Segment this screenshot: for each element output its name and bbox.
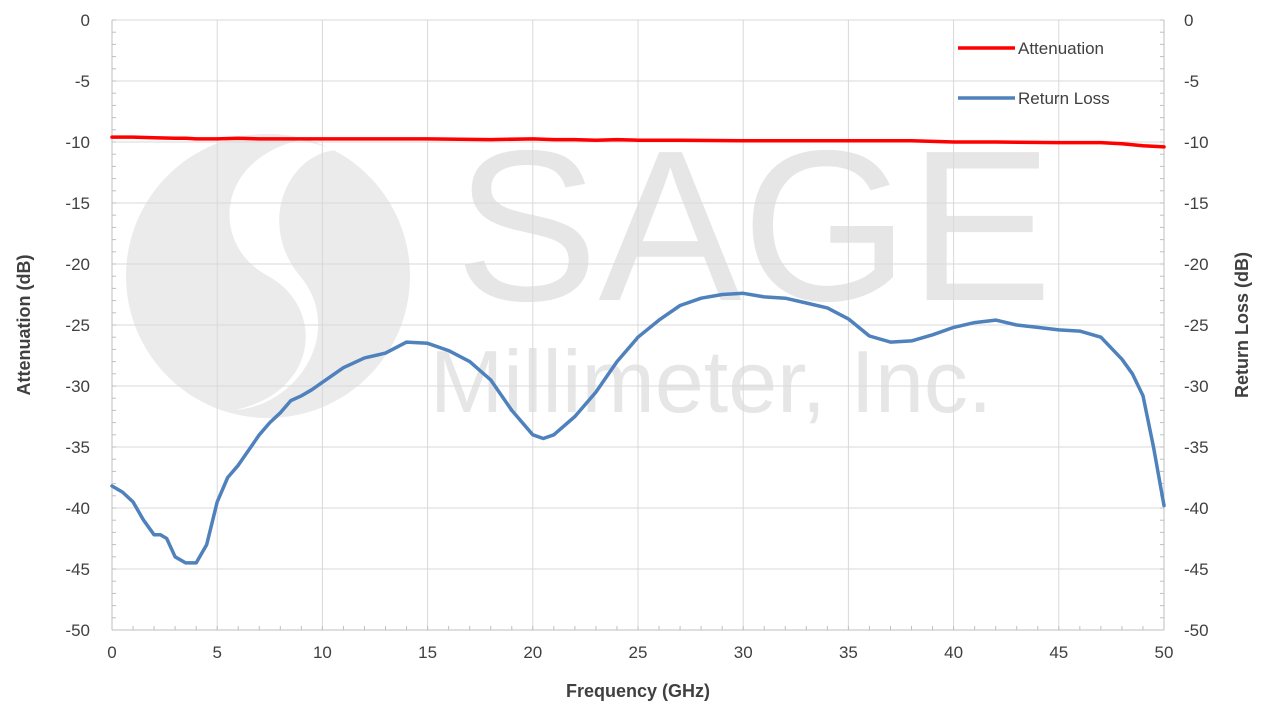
y-axis-title-right: Return Loss (dB) xyxy=(1232,252,1252,398)
x-tick-label: 35 xyxy=(839,643,858,662)
y-tick-label-right: -50 xyxy=(1184,621,1209,640)
y-tick-label-right: -15 xyxy=(1184,194,1209,213)
watermark-company-text: Millimeter, Inc. xyxy=(430,332,992,431)
axes: 0 5 10 15 20 25 30 35 40 45 50 0 0 -5 -5 -10 -10 -15 -15 -2… xyxy=(65,11,1208,662)
y-tick-label-left: -30 xyxy=(65,377,90,396)
series-line-attenuation xyxy=(110,135,1166,149)
x-tick-label: 40 xyxy=(944,643,963,662)
watermark-swirl xyxy=(229,140,340,410)
series-layer xyxy=(110,135,1166,565)
x-tick-label: 30 xyxy=(734,643,753,662)
y-tick-label-left: -45 xyxy=(65,560,90,579)
y-tick-label-left: 0 xyxy=(81,11,90,30)
x-tick-label: 25 xyxy=(629,643,648,662)
y-tick-label-right: -10 xyxy=(1184,133,1209,152)
y-tick-label-left: -50 xyxy=(65,621,90,640)
y-tick-label-left: -20 xyxy=(65,255,90,274)
y-tick-label-right: -20 xyxy=(1184,255,1209,274)
x-tick-label: 50 xyxy=(1155,643,1174,662)
x-tick-label: 20 xyxy=(523,643,542,662)
y-tick-label-left: -5 xyxy=(75,72,90,91)
x-axis-title: Frequency (GHz) xyxy=(566,681,710,701)
series-line-return-loss xyxy=(110,291,1166,565)
y-tick-label-left: -35 xyxy=(65,438,90,457)
x-tick-label: 15 xyxy=(418,643,437,662)
legend: Attenuation Return Loss xyxy=(958,39,1110,108)
y-tick-label-right: -40 xyxy=(1184,499,1209,518)
watermark-logo: SAGE Millimeter, Inc. xyxy=(126,105,1052,431)
x-tick-label: 45 xyxy=(1049,643,1068,662)
y-tick-label-left: -40 xyxy=(65,499,90,518)
y-tick-label-left: -25 xyxy=(65,316,90,335)
x-tick-label: 0 xyxy=(107,643,116,662)
y-tick-label-left: -10 xyxy=(65,133,90,152)
x-tick-label: 5 xyxy=(212,643,221,662)
y-tick-label-right: -5 xyxy=(1184,72,1199,91)
watermark-brand-text: SAGE xyxy=(455,105,1052,346)
legend-label-attenuation: Attenuation xyxy=(1018,39,1104,58)
y-tick-label-right: -45 xyxy=(1184,560,1209,579)
x-tick-label: 10 xyxy=(313,643,332,662)
y-tick-label-left: -15 xyxy=(65,194,90,213)
legend-label-return-loss: Return Loss xyxy=(1018,89,1110,108)
y-axis-title-left: Attenuation (dB) xyxy=(14,255,34,396)
y-tick-label-right: -30 xyxy=(1184,377,1209,396)
y-tick-label-right: 0 xyxy=(1184,11,1193,30)
y-tick-label-right: -25 xyxy=(1184,316,1209,335)
y-tick-label-right: -35 xyxy=(1184,438,1209,457)
